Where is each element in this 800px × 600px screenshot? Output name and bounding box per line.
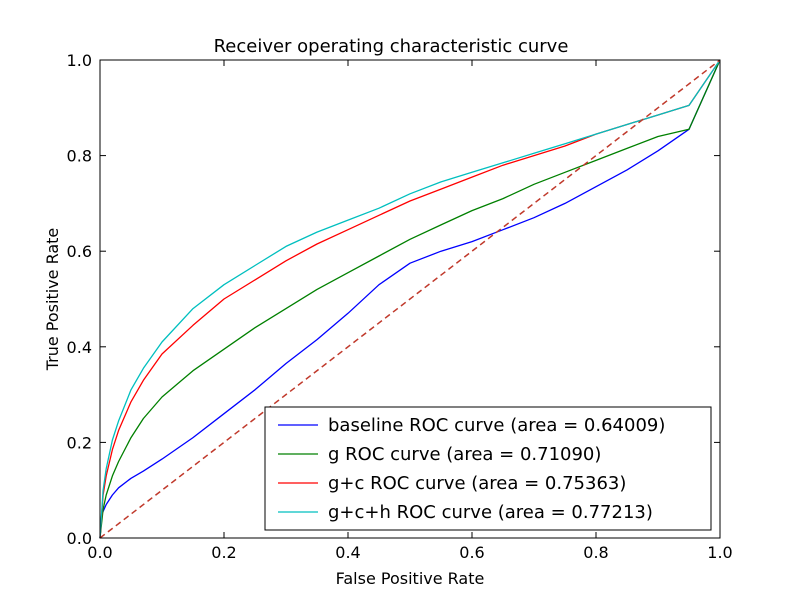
x-tick-label: 0.2 bbox=[211, 543, 236, 562]
legend-entry-label: g ROC curve (area = 0.71090) bbox=[328, 444, 601, 465]
x-tick-label: 0.8 bbox=[583, 543, 608, 562]
axes-frame bbox=[99, 59, 721, 539]
y-axis-label: True Positive Rate bbox=[43, 228, 62, 372]
legend-entry-label: g+c ROC curve (area = 0.75363) bbox=[328, 473, 626, 494]
legend-entry-label: g+c+h ROC curve (area = 0.77213) bbox=[328, 502, 653, 523]
x-tick-label: 1.0 bbox=[707, 543, 732, 562]
chart-title: Receiver operating characteristic curve bbox=[214, 36, 569, 57]
legend: baseline ROC curve (area = 0.64009) g ROC… bbox=[264, 406, 712, 531]
chance-diagonal-line bbox=[99, 59, 721, 539]
y-tick-label: 0.0 bbox=[67, 529, 92, 548]
x-tick-label: 0.0 bbox=[87, 543, 112, 562]
y-tick-label: 0.2 bbox=[67, 433, 92, 452]
y-tick-label: 1.0 bbox=[67, 51, 92, 70]
series-line-0 bbox=[99, 59, 721, 539]
x-tick-label: 0.4 bbox=[335, 543, 360, 562]
y-tick-label: 0.6 bbox=[67, 242, 92, 261]
y-tick-label: 0.8 bbox=[67, 147, 92, 166]
x-axis-label: False Positive Rate bbox=[336, 569, 485, 588]
x-tick-label: 0.6 bbox=[459, 543, 484, 562]
series-line-1 bbox=[99, 59, 721, 539]
axis-ticks: 0.0 0.2 0.4 0.6 0.8 1.0 0.0 0.2 0.4 0.6 0.8 1.0 bbox=[67, 51, 733, 562]
y-tick-label: 0.4 bbox=[67, 338, 92, 357]
legend-entry-label: baseline ROC curve (area = 0.64009) bbox=[328, 415, 665, 436]
series-line-3 bbox=[99, 59, 721, 539]
legend-box bbox=[264, 406, 712, 531]
plot-area bbox=[99, 59, 721, 539]
